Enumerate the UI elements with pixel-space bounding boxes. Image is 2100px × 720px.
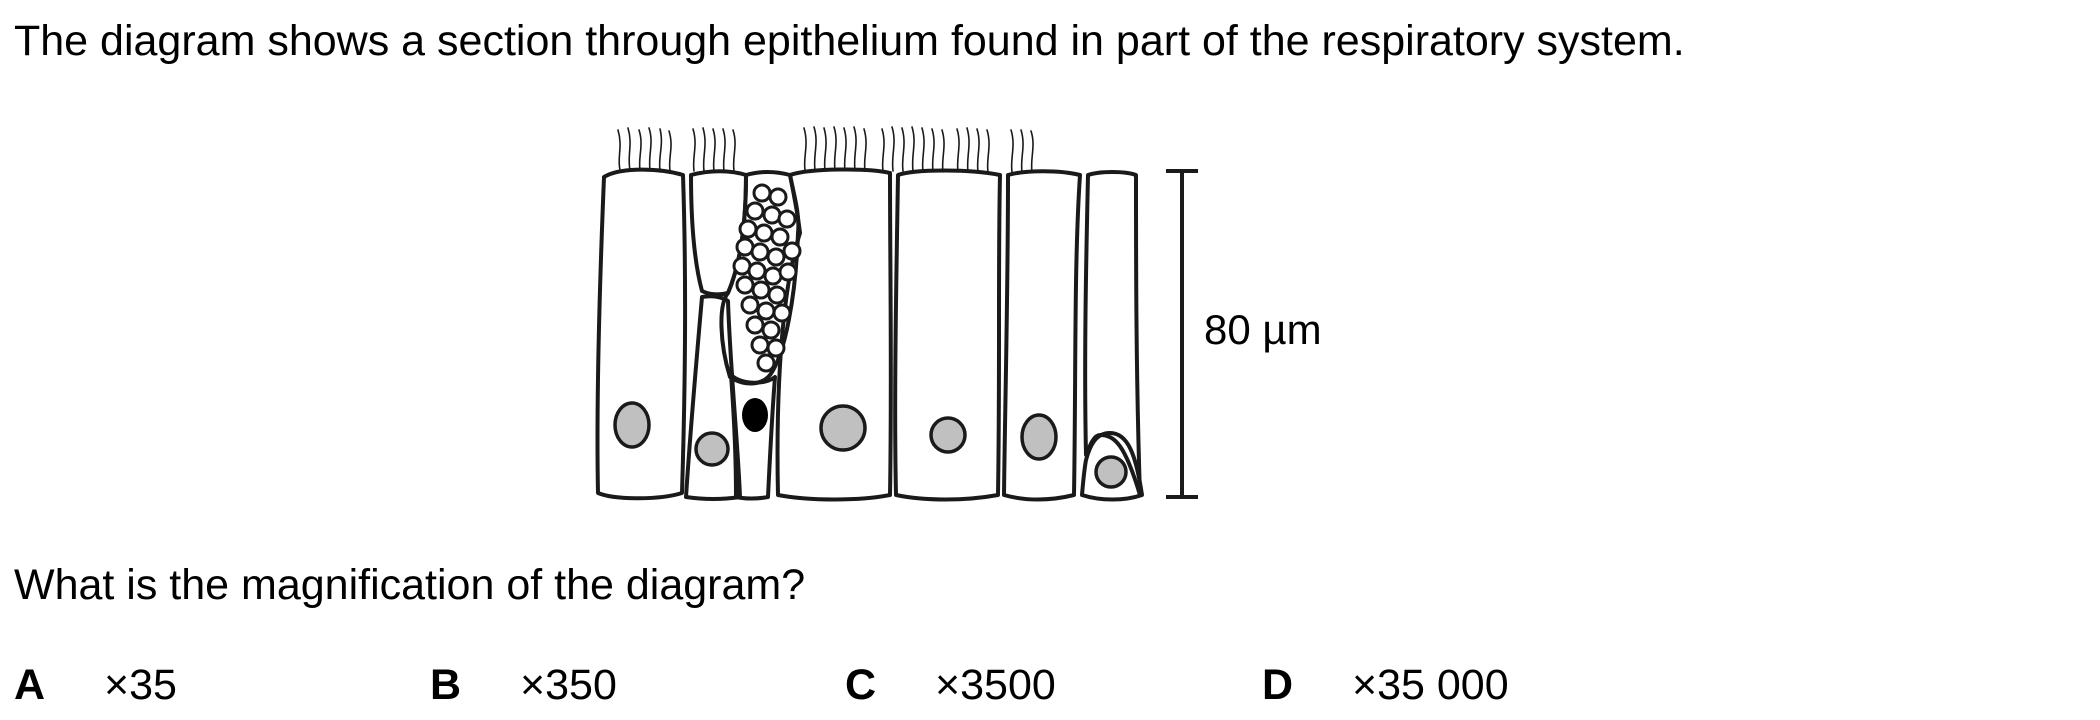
dark-nucleus — [742, 398, 768, 432]
cilia — [617, 126, 1034, 173]
columnar-cell-2 — [689, 169, 748, 297]
option-letter: C — [845, 661, 877, 709]
basal-cell-triangle — [1080, 431, 1144, 502]
epithelium-diagram: 80 µm — [595, 126, 1322, 502]
question-intro: The diagram shows a section through epit… — [14, 17, 1685, 65]
columnar-cell-1 — [595, 167, 688, 501]
option-value: ×35 000 — [1352, 661, 1509, 709]
question-prompt: What is the magnification of the diagram… — [14, 561, 806, 609]
option-letter: A — [14, 661, 46, 709]
option-value: ×350 — [520, 661, 617, 709]
option-value: ×3500 — [935, 661, 1056, 709]
goblet-cell — [719, 170, 801, 386]
goblet-support-cell — [729, 373, 777, 501]
mucus-granules — [732, 183, 802, 373]
nuclei — [613, 401, 1128, 489]
option-value: ×35 — [104, 661, 177, 709]
scale-bar — [1166, 169, 1198, 499]
scale-bar-label: 80 µm — [1204, 306, 1322, 353]
columnar-cell-5 — [893, 168, 1002, 502]
option-letter: B — [430, 661, 462, 709]
option-letter: D — [1262, 661, 1294, 709]
columnar-cell-7 — [1083, 170, 1142, 497]
columnar-cell-6 — [1002, 169, 1082, 502]
